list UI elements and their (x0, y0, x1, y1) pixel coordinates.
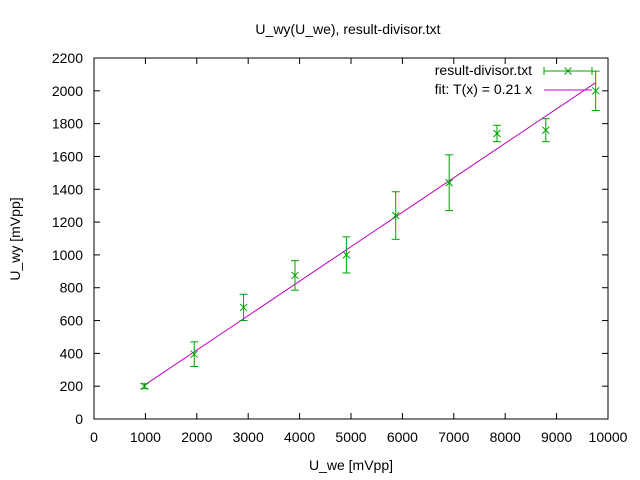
point-marker (239, 303, 248, 312)
point-marker (445, 178, 454, 187)
y-axis: 0 200 400 600 800 1000 1200 1400 1600 1800 2000 220… (52, 50, 608, 427)
y-tick-label: 1400 (52, 181, 83, 197)
x-axis: 0 1000 2000 3000 4000 5000 6000 7000 8000 9000 100… (90, 58, 628, 445)
y-tick-label: 1800 (52, 116, 83, 132)
legend-label-data: result-divisor.txt (435, 62, 532, 78)
y-tick-label: 200 (60, 378, 84, 394)
y-tick-label: 400 (60, 345, 84, 361)
y-axis-label: U_wy [mVpp] (7, 197, 23, 280)
point-marker (541, 126, 550, 135)
point-marker (391, 211, 400, 220)
x-tick-label: 1000 (130, 429, 161, 445)
y-tick-label: 0 (75, 411, 83, 427)
data-point (140, 382, 149, 391)
point-marker (342, 251, 351, 259)
data-series (140, 70, 600, 391)
x-axis-label: U_we [mVpp] (309, 457, 393, 473)
point-marker (591, 86, 600, 95)
legend-label-fit: fit: T(x) = 0.21 x (435, 81, 532, 97)
x-tick-label: 7000 (438, 429, 469, 445)
x-tick-label: 10000 (589, 429, 628, 445)
x-tick-label: 5000 (335, 429, 366, 445)
x-tick-label: 4000 (284, 429, 315, 445)
point-marker (291, 271, 299, 280)
y-tick-label: 1000 (52, 247, 83, 263)
x-tick-label: 9000 (541, 429, 572, 445)
fit-series (144, 82, 596, 386)
fit-line (144, 82, 596, 386)
data-point (591, 70, 600, 112)
point-marker (190, 350, 199, 359)
y-tick-label: 1600 (52, 148, 83, 164)
data-point (492, 124, 501, 143)
data-point (239, 293, 248, 322)
data-point (445, 154, 454, 212)
data-point (391, 191, 400, 240)
chart-title: U_wy(U_we), result-divisor.txt (255, 21, 440, 37)
legend: result-divisor.txt fit: T(x) = 0.21 x (435, 62, 593, 97)
y-tick-label: 800 (60, 280, 84, 296)
point-marker (493, 129, 501, 138)
y-tick-label: 2200 (52, 50, 83, 66)
legend-marker (564, 67, 572, 75)
x-tick-label: 2000 (181, 429, 212, 445)
legend-sample-data (543, 67, 593, 75)
data-point (190, 341, 199, 367)
x-tick-label: 6000 (387, 429, 418, 445)
y-tick-label: 1200 (52, 214, 83, 230)
data-point (290, 260, 299, 291)
x-tick-label: 3000 (233, 429, 264, 445)
data-point (541, 118, 550, 143)
x-tick-label: 0 (90, 429, 98, 445)
data-point (342, 236, 351, 274)
point-marker (140, 382, 149, 391)
x-tick-label: 8000 (490, 429, 521, 445)
y-tick-label: 2000 (52, 83, 83, 99)
y-tick-label: 600 (60, 313, 84, 329)
plot-frame (93, 57, 609, 420)
